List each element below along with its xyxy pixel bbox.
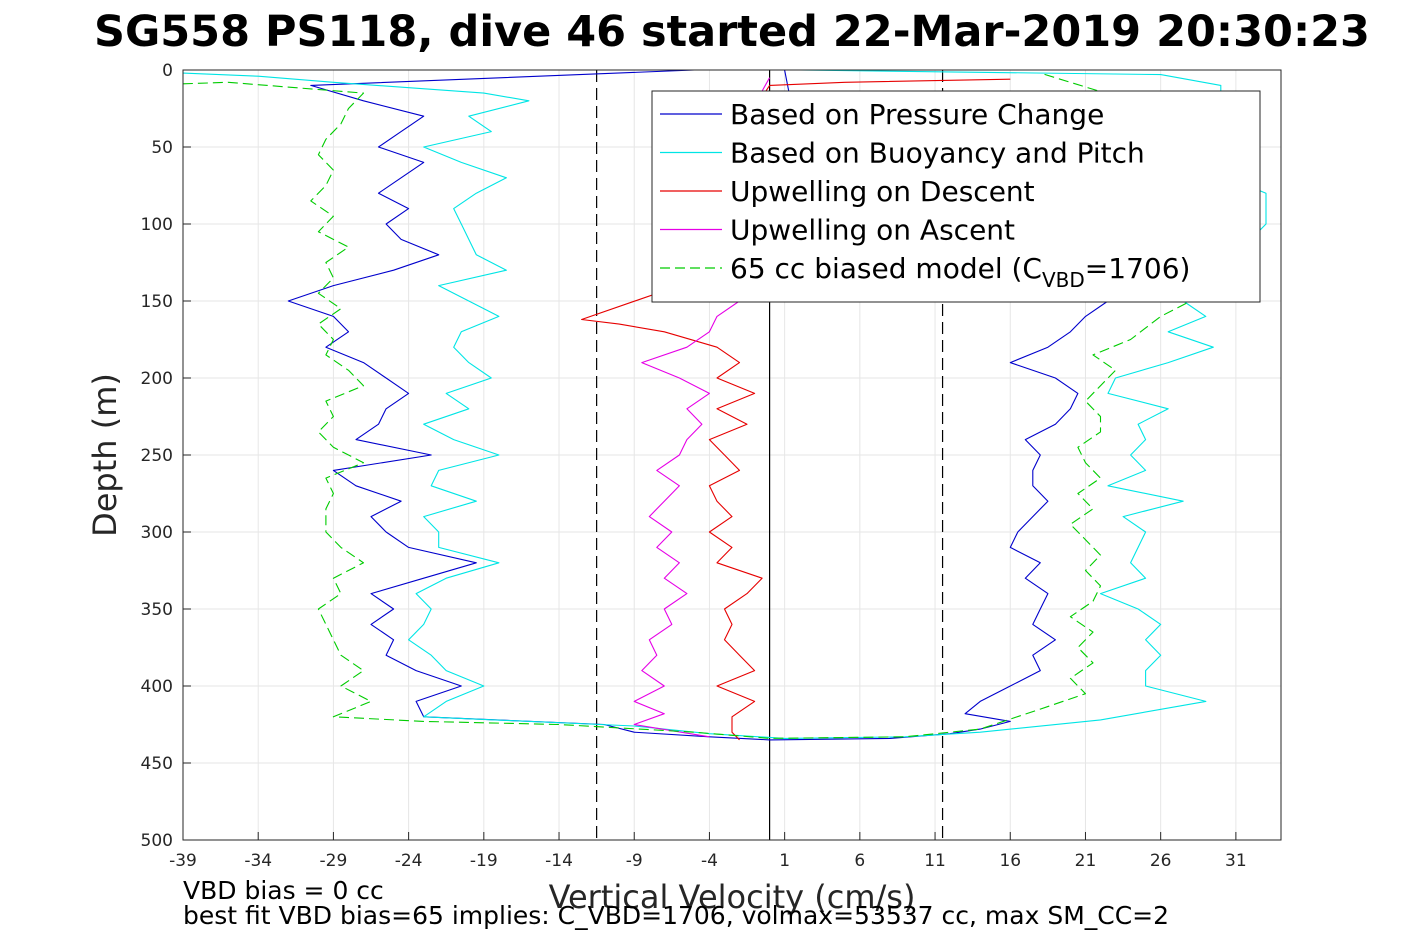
x-tick-label: 1 (779, 851, 790, 871)
x-tick-label: -39 (169, 851, 197, 871)
x-tick-label: -19 (470, 851, 498, 871)
chart-title: SG558 PS118, dive 46 started 22-Mar-2019… (94, 7, 1370, 57)
legend: Based on Pressure Change Based on Buoyanc… (651, 90, 1261, 303)
x-tick-label: -24 (395, 851, 423, 871)
x-tick-label: 31 (1225, 851, 1247, 871)
vbd-bias-note: VBD bias = 0 cc (183, 876, 384, 905)
y-tick-label: 450 (141, 754, 173, 774)
x-axis-label: Vertical Velocity (cm/s) (549, 878, 916, 916)
y-tick-label: 500 (141, 831, 173, 851)
y-tick-label: 150 (141, 292, 173, 312)
x-tick-label: -34 (244, 851, 272, 871)
series-line-5 (183, 72, 1207, 739)
y-tick-label: 200 (141, 369, 173, 389)
y-tick-labels: 0 50 100 150 200 250 300 350 400 450 500 (141, 61, 191, 851)
legend-label-3: Upwelling on Descent (730, 175, 1035, 208)
x-tick-label: -4 (701, 851, 718, 871)
x-tick-label: 16 (999, 851, 1021, 871)
y-tick-label: 300 (141, 523, 173, 543)
x-tick-label: 21 (1075, 851, 1097, 871)
y-tick-label: 0 (162, 61, 173, 81)
legend-label-4: Upwelling on Ascent (730, 214, 1015, 247)
x-tick-label: 11 (924, 851, 946, 871)
best-fit-note: best fit VBD bias=65 implies: C_VBD=1706… (183, 901, 1170, 930)
legend-label-2: Based on Buoyancy and Pitch (730, 137, 1145, 170)
series-line-2 (183, 70, 1267, 739)
x-tick-label: 6 (854, 851, 865, 871)
y-axis-label: Depth (m) (86, 373, 124, 537)
x-tick-label: -9 (626, 851, 643, 871)
y-tick-label: 250 (141, 446, 173, 466)
legend-label-1: Based on Pressure Change (730, 98, 1104, 131)
x-tick-labels: -39 -34 -29 -24 -19 -14 -9 -4 1 6 11 16 21 26 31 (169, 832, 1247, 871)
series-line-1 (287, 70, 1109, 741)
y-tick-label: 50 (151, 138, 173, 158)
x-tick-label: -29 (320, 851, 348, 871)
y-tick-label: 100 (141, 215, 173, 235)
series-line-4 (633, 77, 771, 738)
y-tick-label: 350 (141, 600, 173, 620)
x-tick-label: -14 (545, 851, 573, 871)
legend-box (651, 90, 1261, 303)
y-tick-label: 400 (141, 677, 173, 697)
x-tick-label: 26 (1150, 851, 1172, 871)
